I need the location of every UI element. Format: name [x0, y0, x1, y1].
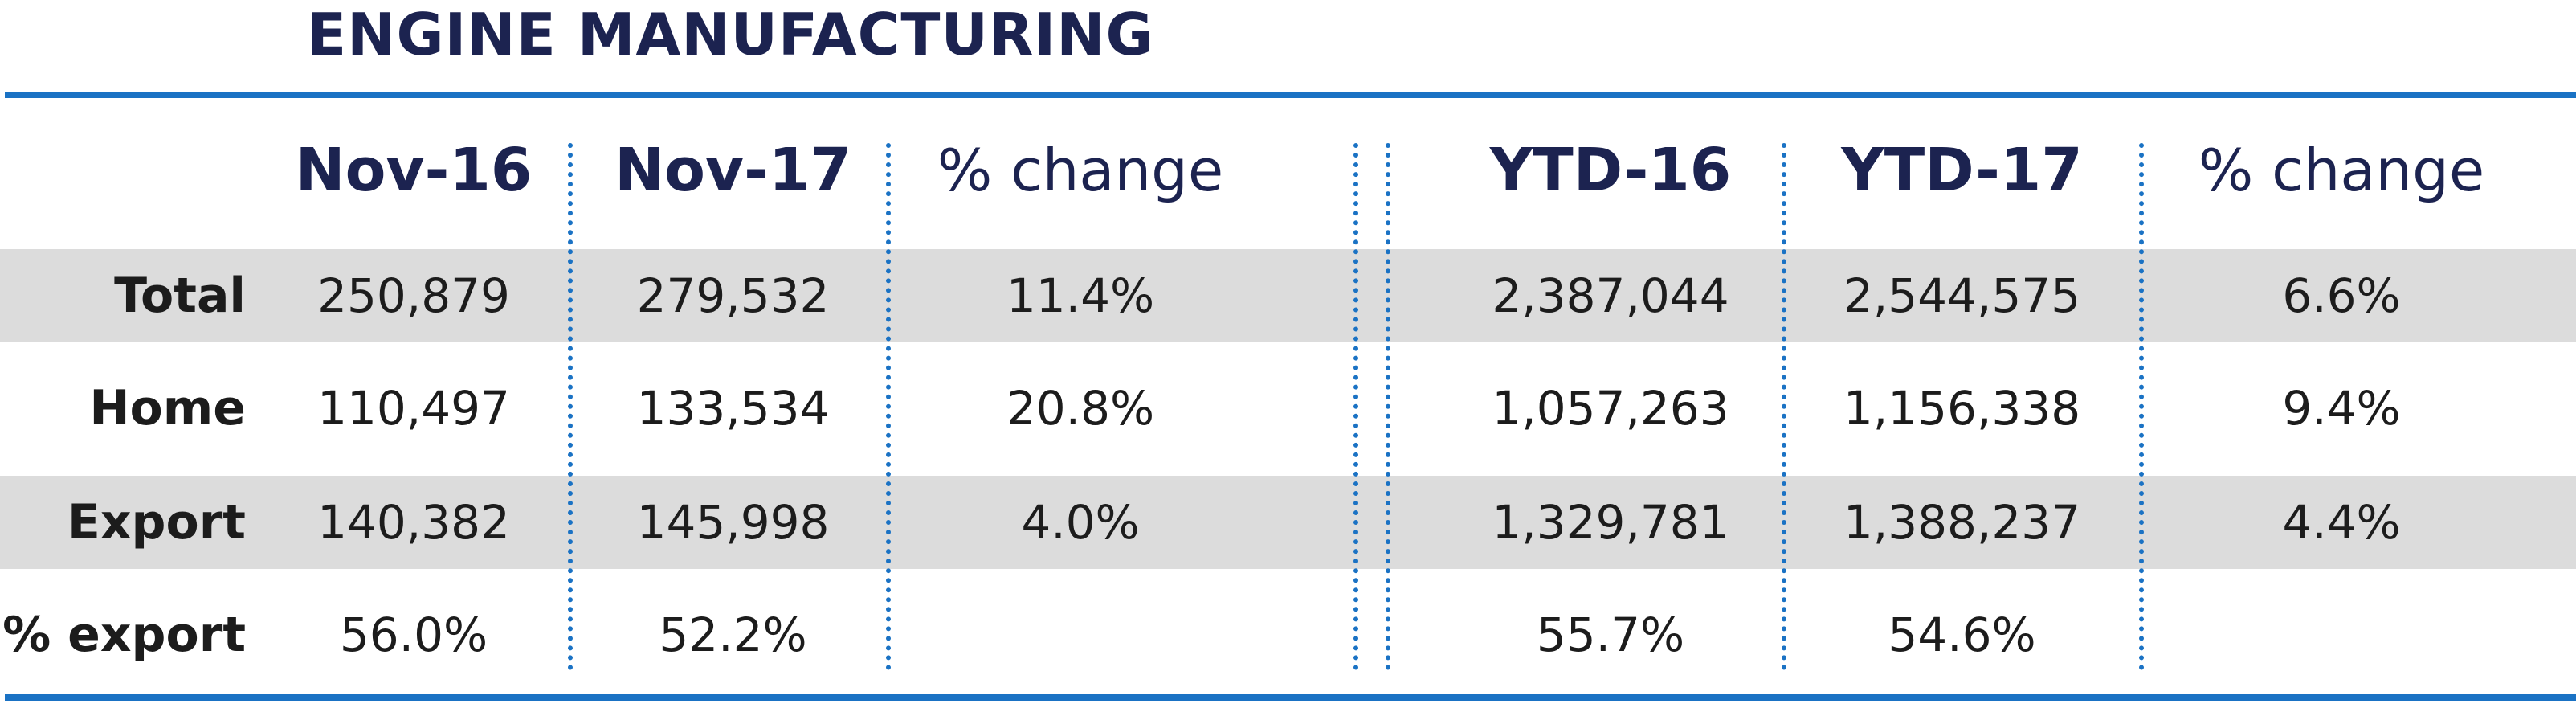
column-header-ytd-17: YTD-17 [1841, 136, 2083, 205]
row-label: % export [2, 607, 246, 663]
column-divider [2139, 143, 2144, 670]
row-label: Total [114, 268, 246, 324]
table-row-export: Export 140,382 145,998 4.0% 1,329,781 1,… [0, 476, 2576, 569]
table-cell: 1,329,781 [1492, 495, 1729, 550]
top-rule [5, 92, 2576, 98]
row-label: Export [67, 494, 246, 551]
table-cell: 250,879 [317, 268, 510, 323]
table-cell: 56.0% [339, 608, 488, 662]
table-row-home: Home 110,497 133,534 20.8% 1,057,263 1,1… [0, 362, 2576, 455]
table-cell: 1,057,263 [1492, 381, 1729, 436]
table-cell: 6.6% [2282, 268, 2401, 323]
table-cell: 279,532 [636, 268, 830, 323]
column-header-ytd-16: YTD-16 [1489, 136, 1732, 205]
table-cell: 1,388,237 [1843, 495, 2081, 550]
table-cell: 4.0% [1021, 495, 1140, 550]
table-row-percent-export: % export 56.0% 52.2% 55.7% 54.6% [0, 588, 2576, 681]
table-cell: 52.2% [659, 608, 807, 662]
section-divider-right [1386, 143, 1390, 670]
table-cell: 110,497 [317, 381, 510, 436]
column-divider [568, 143, 573, 670]
row-label: Home [89, 380, 246, 436]
table-cell: 54.6% [1888, 608, 2036, 662]
table-row-total: Total 250,879 279,532 11.4% 2,387,044 2,… [0, 249, 2576, 342]
column-header-nov-16: Nov-16 [295, 136, 533, 205]
header-row: Nov-16 Nov-17 % change YTD-16 YTD-17 % c… [0, 100, 2576, 241]
table-cell: 55.7% [1536, 608, 1685, 662]
column-header-change-month: % change [937, 137, 1224, 204]
table-cell: 9.4% [2282, 381, 2401, 436]
table-cell: 20.8% [1006, 381, 1155, 436]
column-header-change-ytd: % change [2198, 137, 2485, 204]
table-cell [900, 588, 1261, 681]
column-divider [886, 143, 891, 670]
table-title: ENGINE MANUFACTURING [307, 1, 1154, 68]
column-divider [1782, 143, 1786, 670]
section-divider-left [1353, 143, 1358, 670]
table-cell: 133,534 [636, 381, 830, 436]
table-cell: 1,156,338 [1843, 381, 2081, 436]
table-cell: 2,387,044 [1492, 268, 1729, 323]
bottom-rule [5, 694, 2576, 701]
table-cell: 4.4% [2282, 495, 2401, 550]
table-cell: 2,544,575 [1843, 268, 2081, 323]
column-header-nov-17: Nov-17 [614, 136, 851, 205]
table-cell: 11.4% [1006, 268, 1155, 323]
table-cell: 140,382 [317, 495, 510, 550]
table-cell: 145,998 [636, 495, 830, 550]
table-cell [2161, 588, 2522, 681]
